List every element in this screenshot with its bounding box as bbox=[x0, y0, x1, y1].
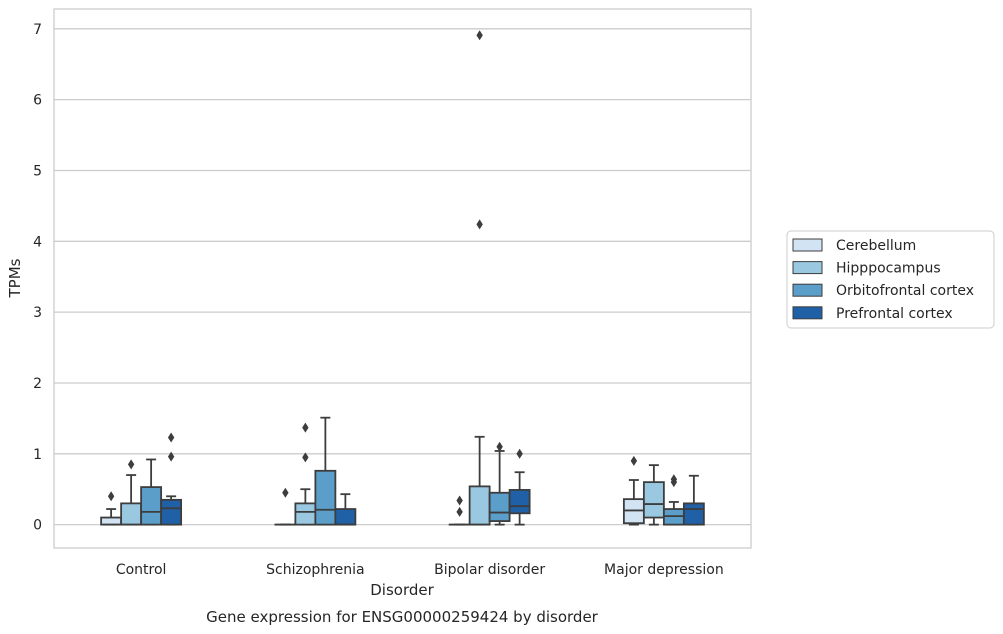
x-tick-label: Bipolar disorder bbox=[434, 562, 545, 578]
outlier-point bbox=[167, 432, 175, 443]
outlier-point bbox=[107, 491, 115, 502]
box-body bbox=[100, 516, 123, 526]
y-tick-label: 6 bbox=[33, 93, 42, 109]
box-body bbox=[508, 489, 531, 515]
box-body bbox=[314, 469, 337, 526]
box-hipppocampus bbox=[642, 464, 665, 526]
box-body bbox=[334, 508, 357, 526]
outlier-point bbox=[456, 506, 463, 517]
y-tick-label: 4 bbox=[33, 234, 42, 250]
box-body bbox=[140, 486, 163, 526]
box-cerebellum bbox=[622, 455, 645, 526]
chart-caption: Gene expression for ENSG00000259424 by d… bbox=[206, 608, 599, 626]
box-body bbox=[294, 502, 317, 526]
box-prefrontal-cortex bbox=[682, 474, 705, 526]
legend-entry: Orbitofrontal cortex bbox=[836, 283, 974, 299]
outlier-point bbox=[167, 451, 175, 462]
outlier-point bbox=[516, 448, 523, 459]
legend-swatch bbox=[792, 238, 823, 252]
box-body bbox=[468, 485, 491, 526]
box-hipppocampus bbox=[120, 459, 143, 526]
x-tick-label: Control bbox=[116, 562, 167, 578]
y-tick-label: 3 bbox=[33, 305, 42, 321]
box-hipppocampus bbox=[294, 422, 317, 526]
box-hipppocampus bbox=[468, 30, 491, 526]
legend-frame bbox=[786, 230, 995, 329]
box-body bbox=[682, 502, 705, 526]
y-axis-label: TPMs bbox=[6, 258, 24, 298]
box-orbitofrontal-cortex bbox=[662, 474, 685, 526]
legend: Cerebellum Hipppocampus Orbitofrontal cort… bbox=[786, 230, 995, 329]
box-cerebellum bbox=[274, 487, 297, 526]
box-orbitofrontal-cortex bbox=[140, 458, 163, 526]
x-tick-labels: Control Schizophrenia Bipolar disorder Majo… bbox=[116, 562, 724, 578]
outlier-point bbox=[456, 495, 463, 506]
x-tick-label: Major depression bbox=[604, 562, 724, 578]
box-cerebellum bbox=[448, 495, 471, 526]
legend-swatch bbox=[792, 283, 823, 297]
box-plot-marks bbox=[100, 30, 705, 526]
y-tick-label: 5 bbox=[33, 163, 42, 179]
y-tick-label: 7 bbox=[33, 22, 42, 38]
outlier-point bbox=[302, 422, 309, 433]
plot-frame bbox=[53, 8, 752, 549]
legend-entry: Cerebellum bbox=[836, 238, 916, 254]
y-tick-label: 0 bbox=[33, 518, 42, 534]
legend-entry: Prefrontal cortex bbox=[836, 306, 953, 322]
box-orbitofrontal-cortex bbox=[488, 441, 511, 526]
box-body bbox=[160, 498, 183, 526]
box-prefrontal-cortex bbox=[334, 493, 357, 526]
outlier-point bbox=[670, 477, 678, 488]
legend-entry: Hipppocampus bbox=[836, 261, 941, 277]
box-orbitofrontal-cortex bbox=[314, 416, 337, 526]
legend-swatch bbox=[792, 306, 823, 320]
grid-lines bbox=[54, 28, 751, 526]
y-tick-label: 1 bbox=[33, 447, 42, 463]
y-tick-label: 2 bbox=[33, 376, 42, 392]
y-tick-labels: 0 1 2 3 4 5 6 7 bbox=[33, 22, 42, 534]
x-axis-label: Disorder bbox=[370, 581, 434, 599]
outlier-point bbox=[630, 455, 638, 466]
legend-swatch bbox=[792, 261, 823, 275]
outlier-point bbox=[282, 487, 289, 498]
box-body bbox=[488, 491, 511, 522]
outlier-point bbox=[476, 219, 483, 230]
outlier-point bbox=[302, 452, 309, 463]
box-body bbox=[120, 502, 143, 526]
box-body bbox=[642, 481, 665, 519]
box-prefrontal-cortex bbox=[508, 448, 531, 526]
x-tick-label: Schizophrenia bbox=[266, 562, 364, 578]
outlier-point bbox=[476, 30, 483, 41]
outlier-point bbox=[496, 441, 503, 452]
outlier-point bbox=[127, 459, 135, 470]
box-cerebellum bbox=[100, 491, 123, 526]
box-prefrontal-cortex bbox=[160, 432, 183, 526]
